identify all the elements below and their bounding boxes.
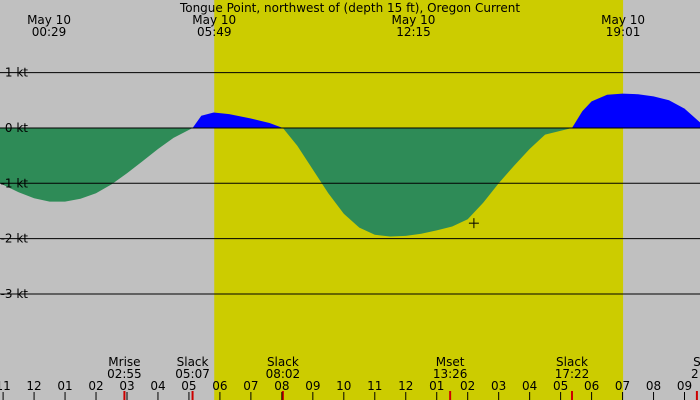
hour-tick-label: 12 bbox=[398, 379, 413, 393]
ebb-area-2 bbox=[282, 128, 572, 237]
event-name-label: Slack bbox=[556, 355, 588, 369]
event-name-label: Mrise bbox=[108, 355, 140, 369]
hour-tick-label: 07 bbox=[615, 379, 630, 393]
event-labels: Mrise02:55Slack05:07Slack08:02Mset13:26S… bbox=[107, 355, 700, 400]
event-name-label: Slack bbox=[267, 355, 299, 369]
top-time-label: 05:49 bbox=[197, 25, 232, 39]
y-tick-label: 0 kt bbox=[5, 121, 28, 135]
hour-tick-label: 06 bbox=[584, 379, 599, 393]
event-name-label: Slack bbox=[177, 355, 209, 369]
hour-tick-label: 09 bbox=[305, 379, 320, 393]
hour-tick-label: 01 bbox=[429, 379, 444, 393]
hour-tick-label: 11 bbox=[367, 379, 382, 393]
top-date-label: May 10 bbox=[601, 13, 645, 27]
hour-tick-label: 05 bbox=[181, 379, 196, 393]
hour-tick-label: 10 bbox=[336, 379, 351, 393]
hour-axis: 11 12 01 02 03 04 05 06 07 08 09 10 11 12 01 02 03 04 05 06… bbox=[0, 379, 692, 400]
event-time-label: 08:02 bbox=[266, 367, 301, 381]
y-tick-label: -1 kt bbox=[1, 176, 29, 190]
chart-title: Tongue Point, northwest of (depth 15 ft)… bbox=[179, 1, 520, 15]
flood-area-1 bbox=[192, 112, 283, 128]
hour-tick-label: 11 bbox=[0, 379, 11, 393]
y-tick-label: -2 kt bbox=[1, 232, 29, 246]
y-axis-labels: 1 kt 0 kt -1 kt -2 kt -3 kt bbox=[1, 66, 29, 301]
event-time-label: 13:26 bbox=[433, 367, 468, 381]
current-areas bbox=[0, 93, 700, 237]
top-time-label: 19:01 bbox=[606, 25, 641, 39]
event-name-label: S bbox=[693, 355, 700, 369]
hour-tick-label: 01 bbox=[57, 379, 72, 393]
hour-tick-label: 09 bbox=[677, 379, 692, 393]
top-time-label: 12:15 bbox=[396, 25, 431, 39]
hour-tick-label: 06 bbox=[212, 379, 227, 393]
event-time-label: 17:22 bbox=[555, 367, 590, 381]
top-date-label: May 10 bbox=[27, 13, 71, 27]
hour-tick-label: 08 bbox=[646, 379, 661, 393]
current-time-marker bbox=[468, 218, 479, 229]
top-date-label: May 10 bbox=[192, 13, 236, 27]
hour-tick-label: 12 bbox=[26, 379, 41, 393]
hour-tick-label: 02 bbox=[460, 379, 475, 393]
gridlines bbox=[0, 72, 700, 295]
hour-tick-label: 04 bbox=[522, 379, 537, 393]
event-time-label: 2: bbox=[691, 367, 700, 381]
y-tick-label: -3 kt bbox=[1, 287, 29, 301]
hour-tick-label: 02 bbox=[88, 379, 103, 393]
top-date-label: May 10 bbox=[392, 13, 436, 27]
event-time-label: 02:55 bbox=[107, 367, 142, 381]
top-time-label: 00:29 bbox=[32, 25, 67, 39]
event-time-label: 05:07 bbox=[175, 367, 210, 381]
event-name-label: Mset bbox=[436, 355, 465, 369]
hour-tick-label: 03 bbox=[119, 379, 134, 393]
hour-tick-label: 05 bbox=[553, 379, 568, 393]
hour-tick-label: 07 bbox=[243, 379, 258, 393]
hour-tick-label: 03 bbox=[491, 379, 506, 393]
y-tick-label: 1 kt bbox=[5, 66, 28, 80]
flood-area-3 bbox=[572, 93, 700, 128]
hour-tick-label: 08 bbox=[274, 379, 289, 393]
hour-tick-label: 04 bbox=[150, 379, 165, 393]
